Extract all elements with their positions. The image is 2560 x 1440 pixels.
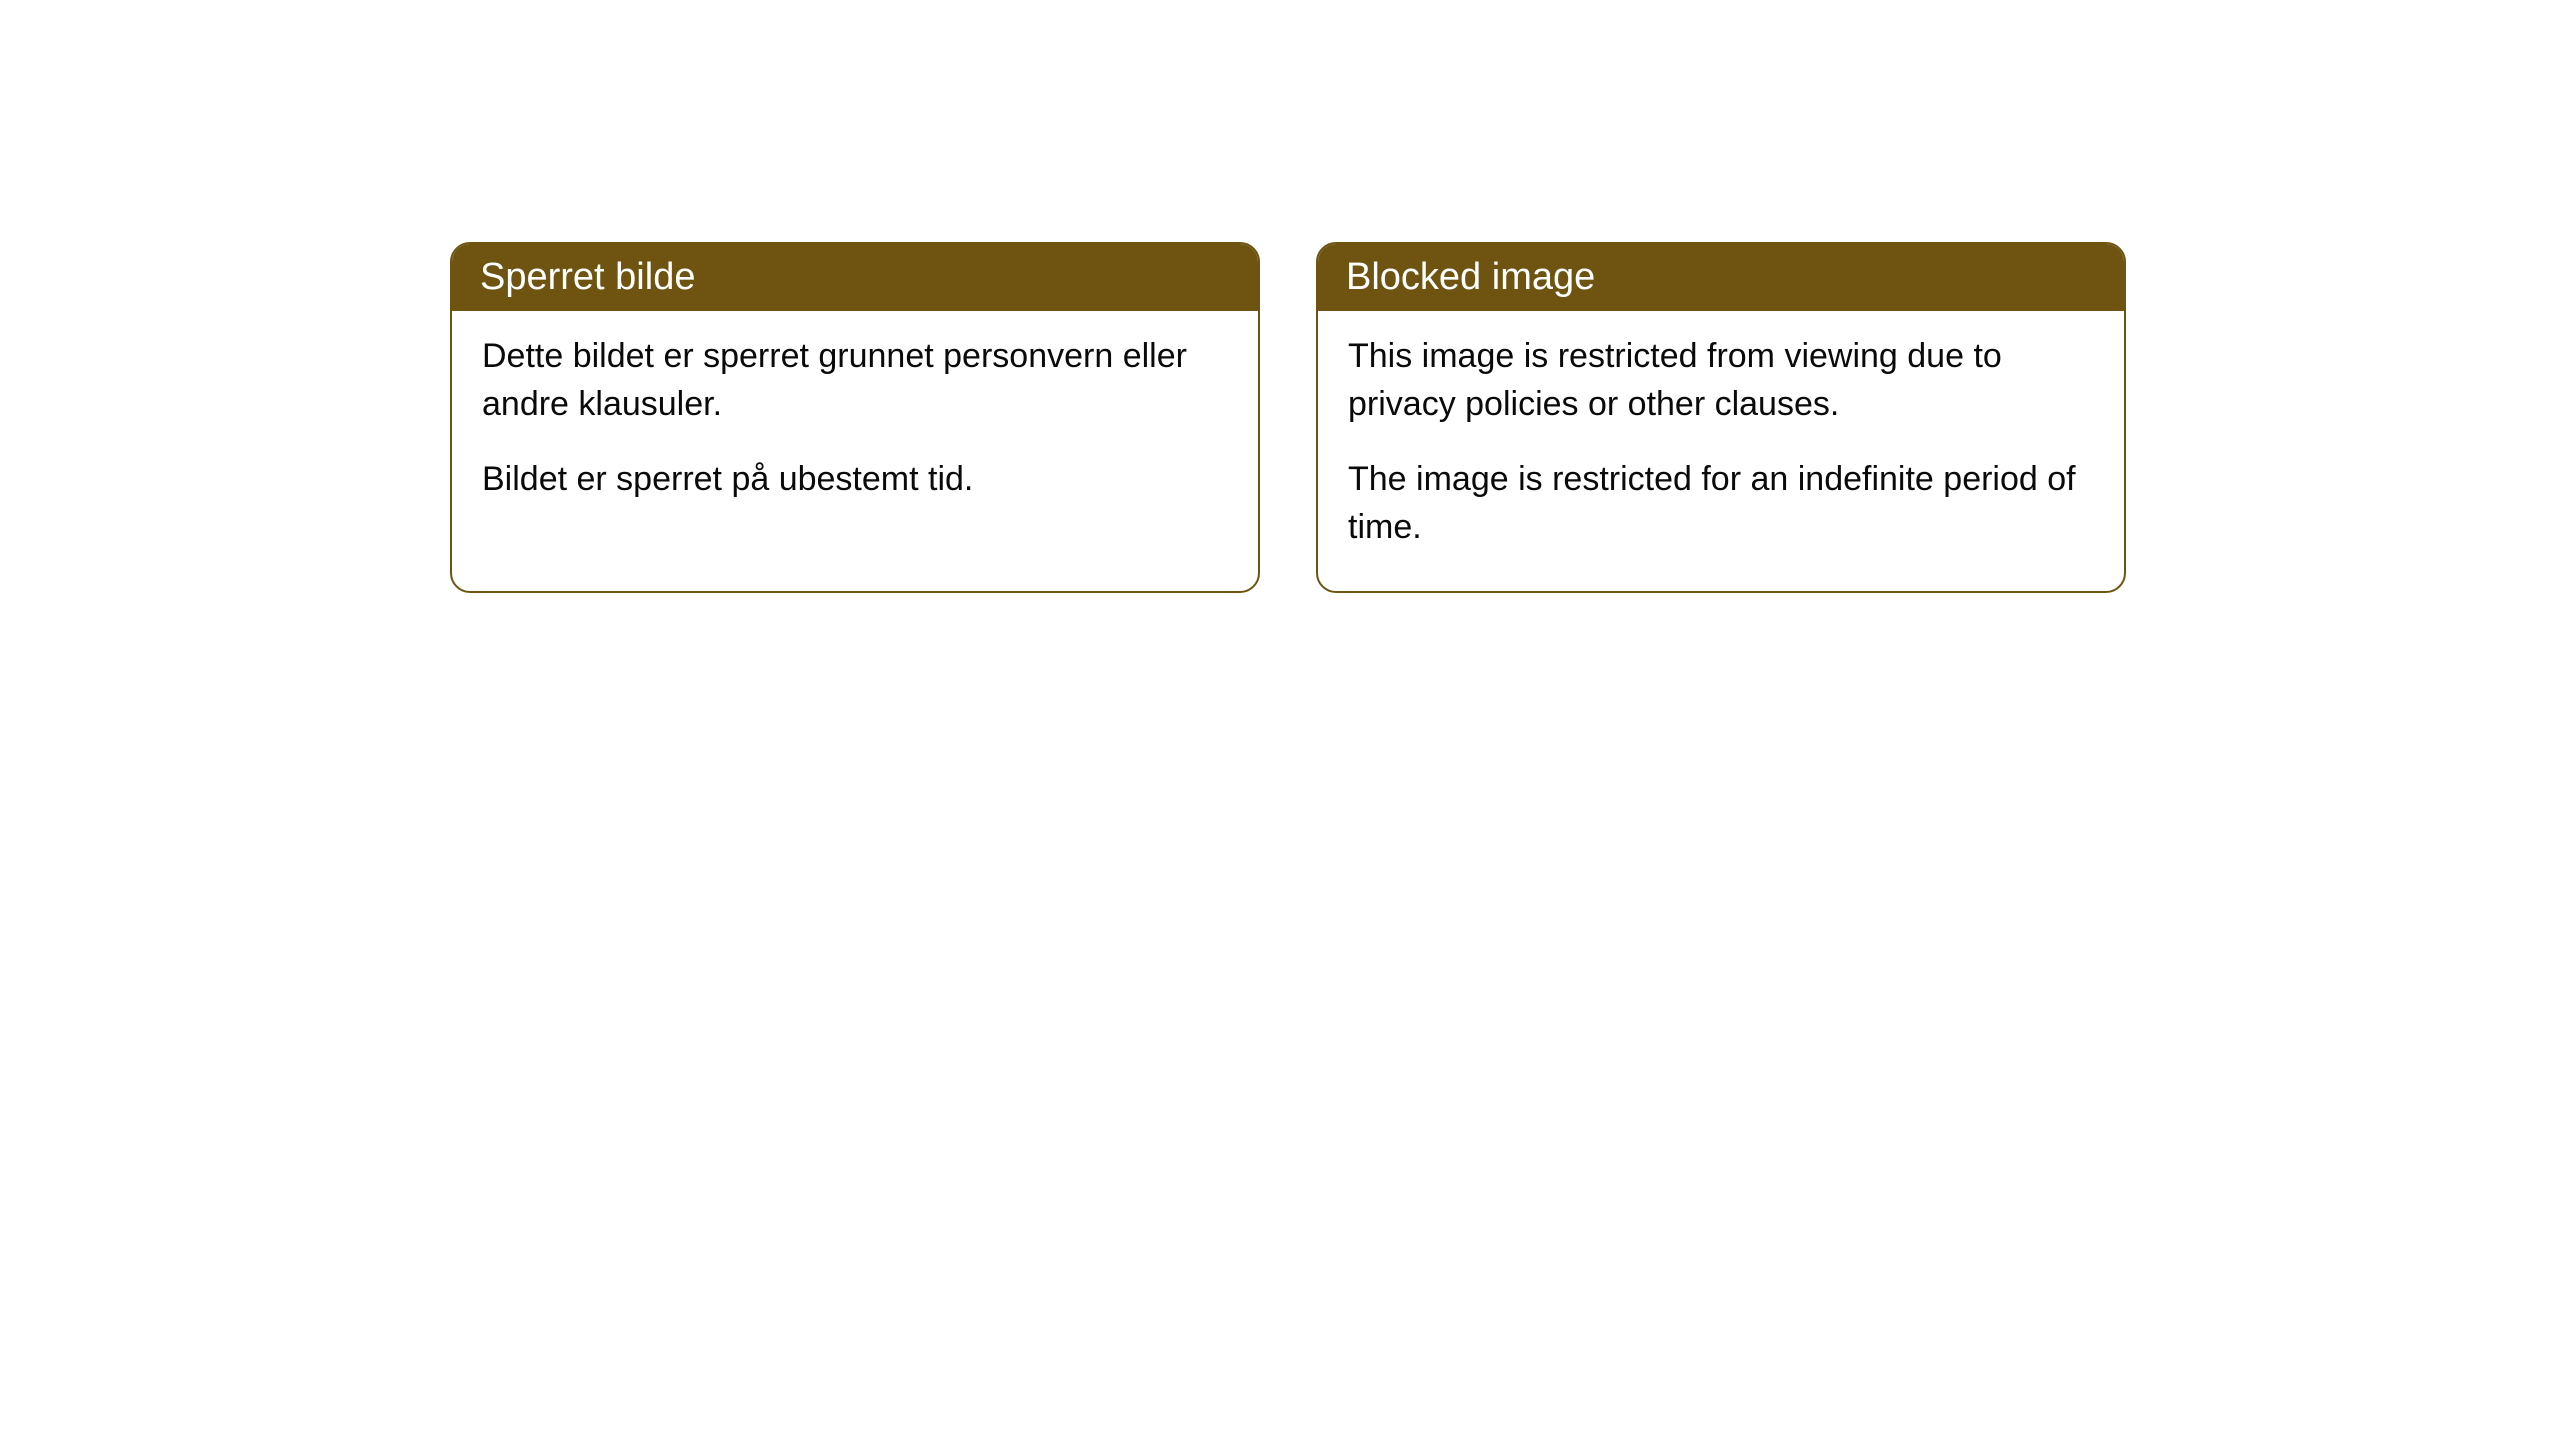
card-title: Sperret bilde [480, 256, 695, 298]
card-title: Blocked image [1346, 256, 1595, 298]
card-body: This image is restricted from viewing du… [1318, 311, 2124, 591]
info-cards-container: Sperret bilde Dette bildet er sperret gr… [450, 242, 2560, 593]
card-body: Dette bildet er sperret grunnet personve… [452, 311, 1258, 544]
blocked-image-card-norwegian: Sperret bilde Dette bildet er sperret gr… [450, 242, 1260, 593]
card-paragraph: Bildet er sperret på ubestemt tid. [482, 456, 1228, 504]
blocked-image-card-english: Blocked image This image is restricted f… [1316, 242, 2126, 593]
card-header: Sperret bilde [452, 244, 1258, 311]
card-paragraph: The image is restricted for an indefinit… [1348, 456, 2094, 551]
card-paragraph: This image is restricted from viewing du… [1348, 333, 2094, 428]
card-paragraph: Dette bildet er sperret grunnet personve… [482, 333, 1228, 428]
card-header: Blocked image [1318, 244, 2124, 311]
